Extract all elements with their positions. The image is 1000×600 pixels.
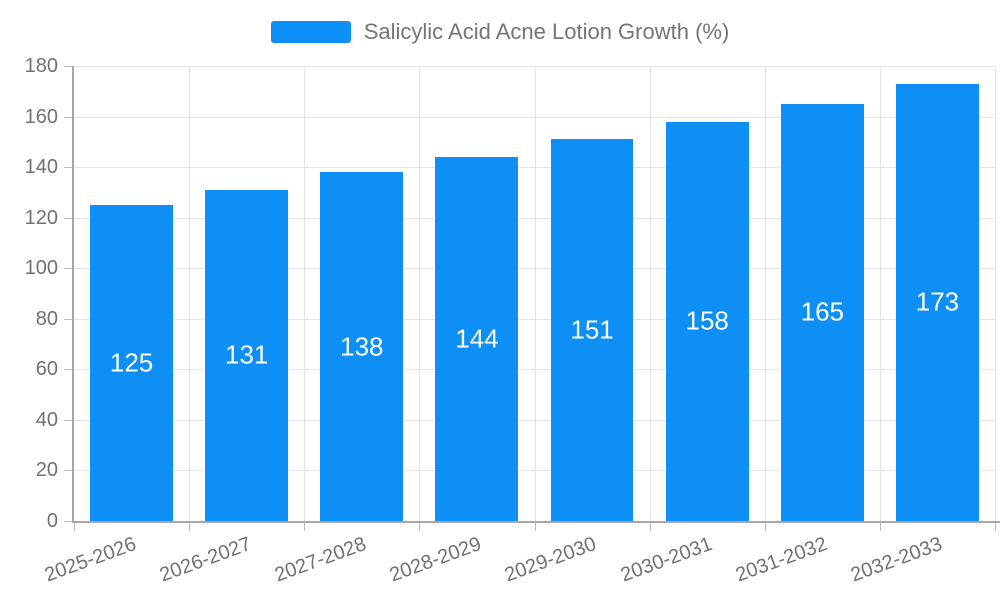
bar[interactable] bbox=[780, 103, 864, 521]
x-axis-tick bbox=[534, 523, 536, 531]
x-axis-category-label-text: 2032-2033 bbox=[847, 533, 945, 587]
x-gridline bbox=[534, 66, 536, 521]
bar[interactable] bbox=[895, 83, 979, 521]
bar-value-label: 125 bbox=[109, 347, 154, 378]
y-axis-tick bbox=[64, 167, 72, 169]
x-gridline bbox=[995, 66, 996, 521]
bar[interactable] bbox=[550, 139, 634, 521]
y-axis-line bbox=[72, 66, 74, 523]
x-axis-tick bbox=[74, 523, 75, 531]
bar[interactable] bbox=[320, 172, 404, 521]
x-axis-tick bbox=[649, 523, 651, 531]
y-axis-tick bbox=[64, 217, 72, 219]
x-gridline bbox=[304, 66, 306, 521]
bar-value-label: 151 bbox=[570, 314, 614, 345]
x-axis-tick bbox=[764, 523, 766, 531]
y-axis-tick-label: 40 bbox=[35, 408, 58, 431]
legend-swatch bbox=[270, 21, 351, 43]
x-axis-tick bbox=[304, 523, 306, 531]
bar-value-label: 138 bbox=[340, 331, 384, 362]
x-axis-tick bbox=[189, 523, 191, 531]
y-axis-tick bbox=[64, 318, 72, 320]
y-axis-tick-label: 80 bbox=[35, 307, 58, 330]
y-axis-tick-label: 160 bbox=[24, 105, 58, 128]
y-axis-tick bbox=[64, 419, 72, 421]
x-gridline bbox=[189, 66, 191, 521]
y-axis-tick-label: 140 bbox=[24, 156, 58, 179]
x-gridline bbox=[879, 66, 881, 521]
bar-value-label: 173 bbox=[915, 286, 960, 317]
y-axis-tick bbox=[64, 116, 72, 118]
x-axis-tick bbox=[995, 523, 996, 531]
y-axis-tick-label: 0 bbox=[46, 510, 58, 532]
x-axis-category-label-text: 2028-2029 bbox=[387, 533, 485, 587]
bar-value-label: 144 bbox=[455, 323, 499, 354]
plot-area: 0 20 40 60 80 100 120 140 160 180 125 2025-2026 131 2… bbox=[25, 55, 1000, 586]
bar[interactable] bbox=[435, 157, 519, 521]
y-axis-tick bbox=[64, 66, 72, 67]
x-gridline bbox=[649, 66, 651, 521]
bar[interactable] bbox=[665, 121, 749, 521]
x-axis-line bbox=[72, 521, 1000, 523]
x-axis-tick bbox=[419, 523, 421, 531]
y-axis-tick-label: 120 bbox=[24, 206, 58, 229]
x-axis-category-label-text: 2027-2028 bbox=[271, 533, 370, 587]
legend-label: Salicylic Acid Acne Lotion Growth (%) bbox=[363, 19, 730, 44]
x-axis-tick bbox=[879, 523, 881, 531]
y-axis-tick bbox=[64, 470, 72, 472]
chart-legend[interactable]: Salicylic Acid Acne Lotion Growth (%) bbox=[0, 20, 1000, 44]
bar-value-label: 158 bbox=[685, 305, 729, 336]
y-axis-tick-label: 60 bbox=[35, 358, 58, 381]
y-axis-tick bbox=[64, 521, 72, 522]
x-gridline bbox=[419, 66, 421, 521]
y-axis-tick-label: 20 bbox=[35, 459, 58, 482]
x-axis-category-label-text: 2025-2026 bbox=[41, 533, 140, 587]
y-axis-tick-label: 100 bbox=[24, 257, 58, 280]
bar[interactable] bbox=[205, 189, 289, 521]
x-axis-category-label-text: 2029-2030 bbox=[502, 533, 600, 587]
x-axis-category-label-text: 2026-2027 bbox=[156, 533, 255, 587]
x-axis-category-label-text: 2030-2031 bbox=[617, 533, 715, 587]
x-axis-category-label-text: 2031-2032 bbox=[732, 533, 830, 587]
y-axis-tick bbox=[64, 268, 72, 270]
bar-value-label: 165 bbox=[800, 296, 845, 327]
y-axis-tick bbox=[64, 369, 72, 371]
x-gridline bbox=[764, 66, 766, 521]
bar-value-label: 131 bbox=[224, 339, 269, 370]
y-axis-tick-label: 180 bbox=[24, 55, 58, 77]
bar[interactable] bbox=[90, 205, 173, 521]
